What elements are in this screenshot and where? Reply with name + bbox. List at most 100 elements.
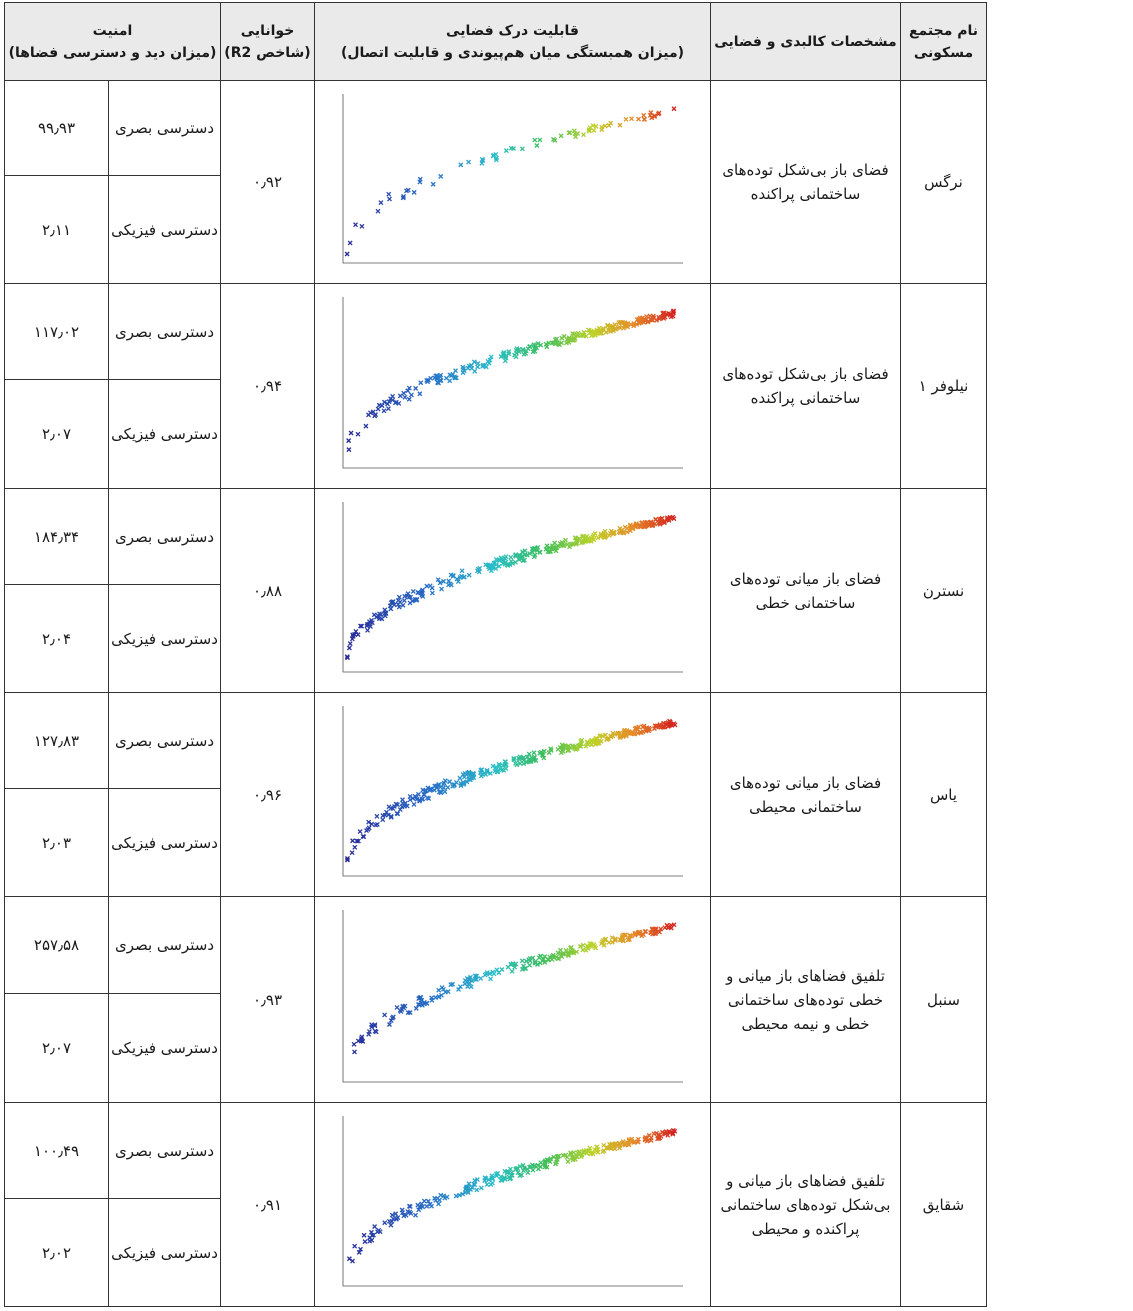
scatter-point — [431, 783, 437, 788]
scatter-point — [629, 525, 635, 531]
scatter-point — [531, 553, 537, 559]
scatter-point — [542, 1163, 548, 1169]
scatter-point — [646, 1132, 652, 1138]
scatter-point — [455, 578, 461, 584]
scatter-point — [628, 321, 634, 327]
visual-access-value: ۱۰۰٫۴۹ — [4, 1102, 109, 1199]
scatter-point — [429, 585, 435, 590]
scatter-point — [526, 962, 532, 968]
visual-access-label: دسترسی بصری — [108, 488, 221, 585]
scatter-point — [493, 156, 499, 162]
scatter-point — [577, 943, 583, 949]
scatter-point — [602, 528, 607, 534]
scatter-point — [606, 532, 612, 538]
scatter-point — [545, 957, 551, 963]
scatter-point — [484, 1181, 490, 1187]
scatter-point — [386, 1218, 392, 1224]
scatter-point — [537, 953, 543, 958]
scatter-point — [573, 541, 579, 547]
scatter-point — [512, 559, 518, 565]
scatter-point — [453, 374, 459, 380]
scatter-point — [628, 115, 634, 121]
scatter-point — [356, 1249, 362, 1255]
scatter-point — [357, 1246, 363, 1252]
scatter-point — [549, 542, 555, 548]
scatter-point — [425, 1198, 431, 1204]
scatter-point — [600, 1142, 606, 1148]
scatter-point — [423, 1000, 429, 1006]
scatter-point — [473, 976, 479, 982]
physical-access-value: ۲٫۰۳ — [4, 788, 109, 897]
scatter-point — [351, 1041, 357, 1047]
scatter-point — [390, 1013, 396, 1019]
scatter-point — [372, 411, 378, 417]
scatter-point — [662, 1131, 668, 1137]
physical-access-label: دسترسی فیزیکی — [108, 175, 221, 284]
scatter-point — [569, 949, 575, 955]
scatter-point — [468, 775, 474, 781]
scatter-point — [487, 975, 493, 981]
scatter-point — [351, 844, 357, 850]
scatter-point — [584, 739, 590, 744]
scatter-point — [419, 787, 425, 792]
scatter-point — [648, 1137, 654, 1143]
physical-access-value: ۲٫۰۴ — [4, 584, 109, 693]
scatter-point — [376, 402, 382, 408]
scatter-point — [487, 562, 493, 567]
scatter-plot-cell — [314, 692, 711, 897]
visual-access-label: دسترسی بصری — [108, 692, 221, 789]
scatter-point — [493, 966, 499, 972]
table-row: نسترن فضای باز میانی توده‌های ساختمانی خط… — [4, 488, 987, 693]
scatter-point — [348, 430, 354, 435]
scatter-point — [459, 1191, 465, 1197]
r2-value: ۰٫۹۶ — [220, 692, 315, 897]
scatter-point — [501, 350, 506, 356]
scatter-point — [518, 555, 524, 561]
scatter-point — [413, 597, 419, 603]
scatter-point — [357, 623, 363, 628]
complex-description: فضای باز میانی توده‌های ساختمانی محیطی — [710, 692, 901, 897]
scatter-point — [347, 640, 353, 646]
scatter-point — [465, 365, 470, 371]
scatter-point — [608, 528, 614, 534]
scatter-point — [598, 126, 604, 132]
scatter-point — [397, 806, 403, 812]
scatter-point — [635, 319, 641, 325]
scatter-point — [371, 611, 377, 617]
scatter-point — [596, 733, 602, 739]
scatter-point — [489, 969, 495, 975]
scatter-point — [435, 1200, 441, 1206]
scatter-point — [533, 142, 539, 148]
scatter-point — [366, 1028, 372, 1034]
scatter-point — [368, 1237, 374, 1243]
scatter-point — [533, 344, 539, 350]
scatter-point — [592, 332, 598, 338]
scatter-point — [667, 311, 673, 316]
scatter-point — [421, 791, 426, 797]
scatter-point — [658, 516, 663, 522]
scatter-point — [627, 932, 633, 938]
scatter-point — [538, 749, 544, 755]
scatter-point — [638, 729, 644, 735]
scatter-point — [379, 816, 385, 822]
scatter-point — [617, 529, 623, 535]
scatter-point — [406, 385, 412, 391]
scatter-point — [411, 189, 417, 195]
scatter-point — [476, 565, 482, 571]
scatter-point — [602, 532, 608, 538]
scatter-point — [403, 1212, 409, 1218]
scatter-point — [668, 722, 674, 728]
scatter-point — [622, 524, 628, 530]
complex-description: تلفیق فضاهای باز میانی و خطی توده‌های سا… — [710, 896, 901, 1103]
scatter-point — [536, 549, 542, 555]
scatter-point — [349, 849, 355, 855]
scatter-point — [417, 176, 423, 182]
plot-axes — [342, 909, 683, 1082]
physical-access-value: ۲٫۰۲ — [4, 1198, 109, 1307]
scatter-point — [525, 345, 531, 351]
scatter-point — [352, 221, 358, 227]
scatter-point — [667, 514, 673, 520]
scatter-point — [459, 364, 465, 370]
scatter-point — [418, 590, 424, 596]
scatter-point — [625, 936, 630, 942]
